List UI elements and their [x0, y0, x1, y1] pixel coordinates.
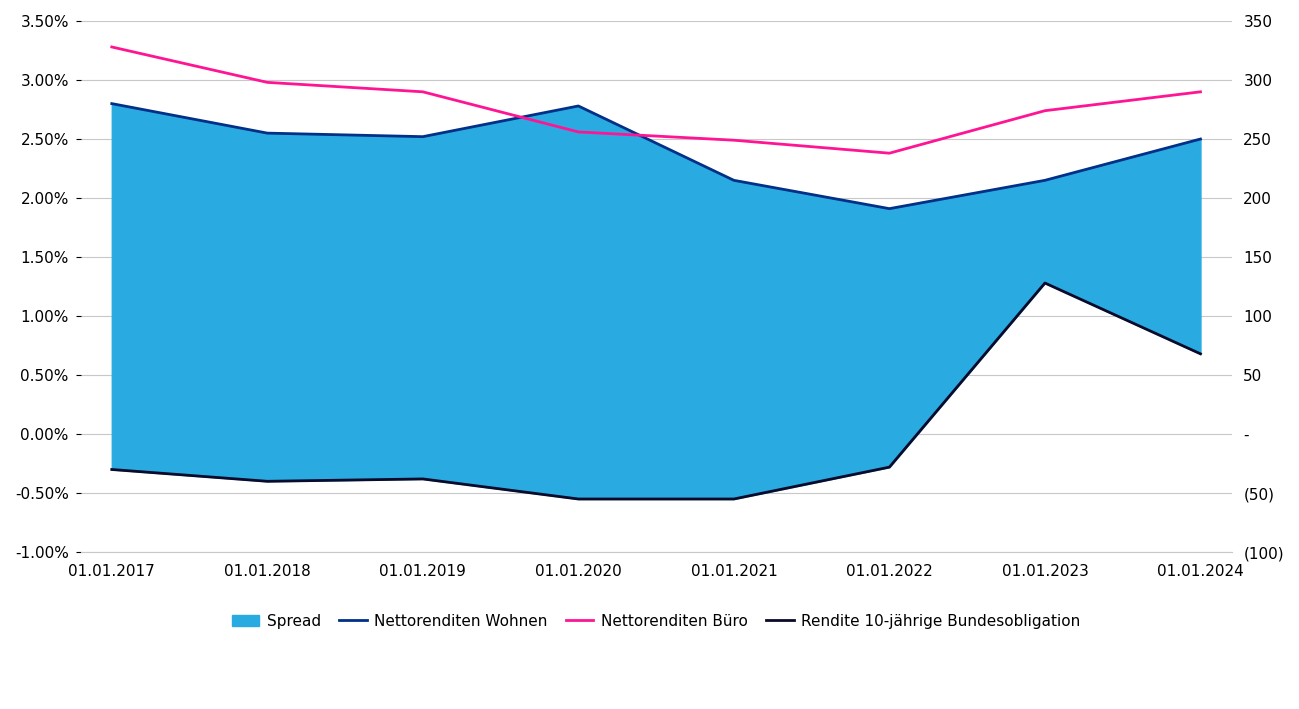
Legend: Spread, Nettorenditen Wohnen, Nettorenditen Büro, Rendite 10-jährige Bundesoblig: Spread, Nettorenditen Wohnen, Nettorendi…: [226, 608, 1087, 635]
